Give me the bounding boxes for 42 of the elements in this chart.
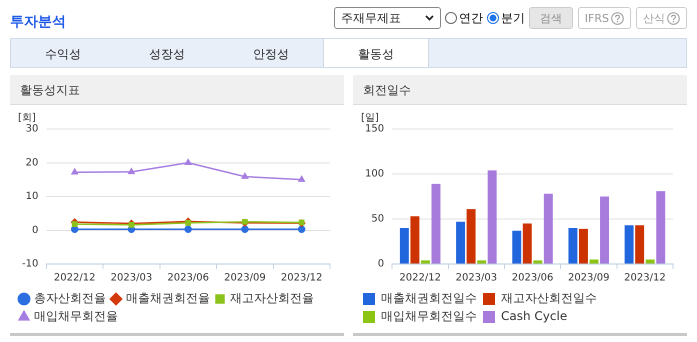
y-axis-title: [일] (361, 112, 379, 124)
text: IFRS (578, 7, 631, 29)
x-tick-label: 2023/06 (167, 272, 209, 284)
text: 안정성 (252, 46, 290, 63)
x-tick-label: 2023/03 (110, 272, 152, 284)
legend-label: 재고자산회전율 (230, 291, 314, 306)
legend-label: 매출채권회전일수 (381, 291, 477, 306)
y-tick-label: -10 (22, 258, 38, 270)
text: 산식 (636, 7, 687, 29)
y-tick-label: 20 (26, 157, 38, 168)
legend-label: Cash Cycle (501, 309, 568, 324)
text: 검색 (528, 7, 573, 29)
legend-label: 매출채권회전율 (126, 291, 210, 306)
chart-title: 회전일수 (353, 75, 687, 105)
x-tick-label: 2023/12 (624, 272, 666, 284)
y-tick-label: 150 (364, 124, 384, 135)
x-tick-label: 2022/12 (54, 272, 96, 284)
x-tick-label: 2023/12 (280, 272, 322, 284)
text: 활동성 (323, 39, 429, 67)
legend-label: 매입채무회전일수 (381, 309, 477, 324)
legend-label: 재고자산회전일수 (501, 291, 597, 306)
x-tick-label: 2023/03 (456, 272, 498, 284)
x-tick-label: 2022/12 (399, 272, 441, 284)
y-tick-label: 0 (378, 258, 384, 270)
y-tick-label: 0 (32, 224, 38, 236)
chart-title: 활동성지표 (10, 75, 344, 105)
text: 분기 (500, 10, 525, 26)
text: 성장성 (148, 46, 186, 63)
y-tick-label: 100 (364, 168, 384, 180)
text: 투자분석 (10, 13, 66, 31)
legend-label: 총자산회전율 (34, 291, 106, 306)
y-tick-label: 30 (26, 124, 38, 135)
y-tick-label: 50 (371, 214, 384, 225)
x-tick-label: 2023/09 (568, 272, 610, 284)
y-tick-label: 10 (26, 191, 38, 202)
text: 연간 (458, 10, 483, 26)
y-axis-title: [회] (18, 112, 36, 124)
x-tick-label: 2023/06 (512, 272, 554, 284)
x-tick-label: 2023/09 (224, 272, 266, 284)
legend-label: 매입채무회전율 (34, 309, 118, 324)
text: 주재무제표 (340, 10, 401, 26)
text: 수익성 (44, 46, 82, 63)
